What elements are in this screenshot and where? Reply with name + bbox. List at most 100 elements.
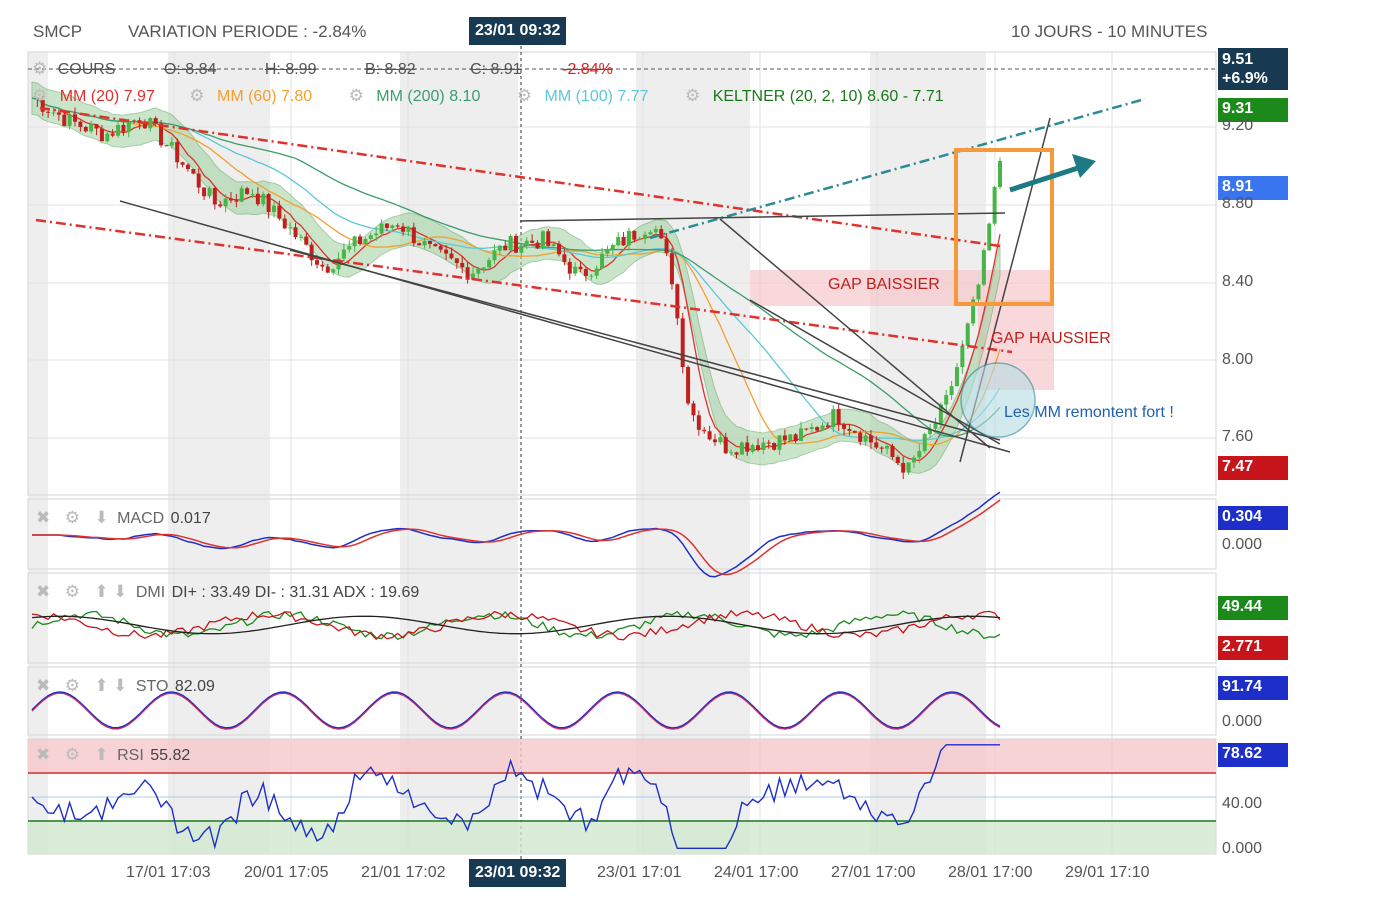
gear-icon[interactable]: ⚙ (32, 86, 48, 105)
gear-icon[interactable]: ⚙ (64, 582, 80, 601)
candle (933, 423, 938, 429)
gear-icon[interactable]: ⚙ (64, 508, 80, 527)
candle (949, 386, 954, 396)
candle (390, 225, 395, 228)
gear-icon[interactable]: ⚙ (64, 745, 80, 764)
trend-lines (35, 97, 1146, 463)
arrow-down-icon[interactable]: ⬇ (113, 582, 128, 601)
close-icon[interactable]: ✖ (36, 582, 51, 601)
candle (782, 435, 787, 441)
candle (363, 239, 368, 244)
candle (282, 218, 287, 229)
sto-d (31, 692, 1001, 730)
arrow-down-icon[interactable]: ⬇ (113, 676, 128, 695)
candle (669, 253, 674, 285)
rsi-tag: 78.62 (1218, 743, 1288, 767)
legend-cours: COURS (57, 61, 116, 78)
gap-down-label: GAP BAISSIER (828, 276, 940, 293)
candle (519, 245, 524, 253)
candle (712, 439, 717, 443)
rsi-oversold-zone (28, 821, 1216, 854)
candle (680, 318, 685, 368)
period-label[interactable]: 10 JOURS - 10 MINUTES (1011, 22, 1208, 41)
candle (406, 227, 411, 232)
candle (766, 442, 771, 444)
candle (417, 243, 422, 246)
candle (831, 409, 836, 428)
candle (815, 427, 820, 431)
candle (331, 269, 336, 273)
desc-line (719, 218, 991, 449)
candle (976, 284, 981, 300)
session-band (28, 52, 48, 854)
arrow-up-icon[interactable]: ⬆ (94, 745, 109, 764)
note-label: Les MM remontent fort ! (1004, 404, 1174, 421)
close-icon[interactable]: ✖ (36, 745, 51, 764)
candle (686, 367, 691, 404)
arrow-down-icon[interactable]: ⬇ (94, 508, 109, 527)
candle (272, 205, 276, 213)
candle (809, 427, 814, 430)
candle (772, 442, 777, 450)
candle (653, 229, 658, 233)
candle (508, 235, 513, 251)
candle (643, 234, 648, 239)
candle (454, 258, 459, 263)
x-tick-label: 29/01 17:10 (1065, 864, 1150, 881)
legend-mm200: MM (200) 8.10 (376, 88, 481, 105)
gear-icon[interactable]: ⚙ (189, 86, 205, 105)
gear-icon[interactable]: ⚙ (516, 86, 533, 105)
candle (481, 267, 486, 269)
close-icon[interactable]: ✖ (36, 676, 51, 695)
candle (557, 243, 562, 255)
candle (626, 230, 631, 246)
legend-low: B: 8.82 (364, 61, 416, 78)
arrow-up-icon (1009, 154, 1096, 193)
highlight-circle (960, 362, 1036, 438)
indicator-curves (31, 491, 1001, 730)
candle (691, 403, 696, 416)
candle (998, 160, 1002, 187)
candle (62, 114, 67, 126)
candle (723, 437, 728, 454)
candle (116, 124, 121, 136)
candle (562, 254, 567, 262)
arrow-up-icon[interactable]: ⬆ (94, 676, 109, 695)
candle (438, 246, 443, 250)
candle (852, 430, 857, 433)
macd-signal (32, 499, 1001, 576)
close-icon[interactable]: ✖ (36, 508, 51, 527)
candle (739, 442, 744, 455)
macd-zero: 0.000 (1222, 536, 1263, 553)
candle (820, 425, 825, 431)
legend-close: C: 8.91 (470, 61, 522, 78)
candle (277, 205, 282, 219)
candle (648, 232, 653, 235)
candle (368, 235, 373, 240)
candle (422, 240, 427, 246)
gear-icon[interactable]: ⚙ (348, 86, 364, 105)
candle (616, 236, 621, 246)
candle (497, 245, 502, 251)
candle (589, 275, 594, 277)
candle (944, 395, 949, 405)
sto-zero: 0.000 (1222, 713, 1263, 730)
gear-icon[interactable]: ⚙ (64, 676, 80, 695)
candle (890, 445, 895, 457)
candle (578, 266, 583, 270)
candle (433, 244, 438, 247)
candle (761, 442, 766, 450)
candle (707, 431, 712, 440)
gear-icon[interactable]: ⚙ (32, 59, 48, 78)
candle (341, 249, 346, 259)
arrow-up-icon[interactable]: ⬆ (94, 582, 109, 601)
candle (94, 124, 99, 129)
candle (427, 240, 432, 245)
candle (110, 133, 115, 136)
gear-icon[interactable]: ⚙ (685, 86, 701, 105)
candle (734, 452, 739, 455)
legend-mm20: MM (20) 7.97 (59, 88, 155, 105)
candle (659, 229, 664, 239)
sto-name: STO (135, 678, 169, 695)
